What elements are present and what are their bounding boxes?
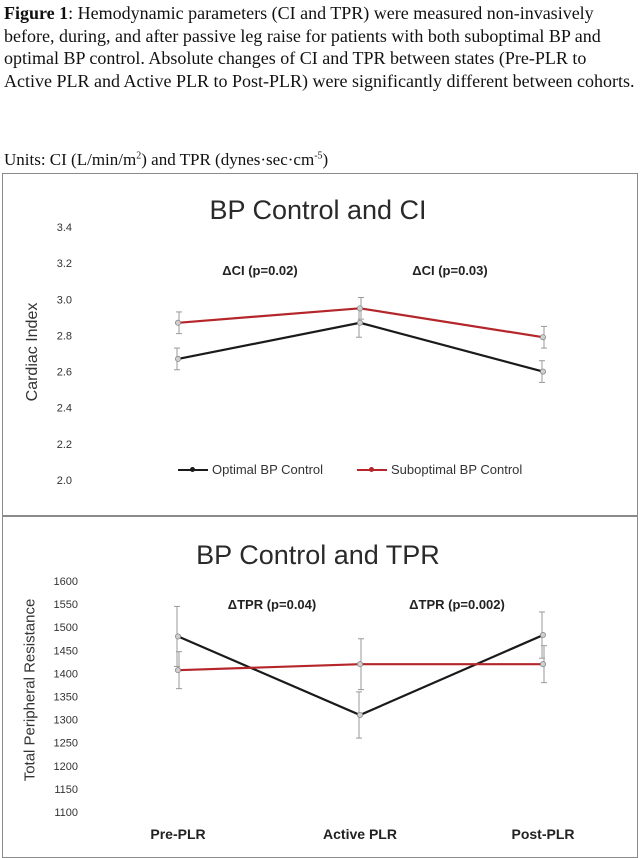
- tpr-y-tick-label: 1300: [54, 715, 78, 727]
- units-sup-ci: 2: [136, 150, 142, 162]
- ci-chart-title: BP Control and CI: [209, 195, 427, 225]
- legend-label-optimal: Optimal BP Control: [212, 462, 324, 477]
- tpr-y-tick-label: 1500: [54, 622, 78, 634]
- units-suffix: ): [322, 150, 329, 169]
- ci-significance-annotation: ΔCI (p=0.03): [412, 263, 487, 278]
- tpr-significance-annotation: ΔTPR (p=0.04): [228, 597, 316, 612]
- legend-item-suboptimal: Suboptimal BP Control: [357, 462, 522, 477]
- ci-y-tick-label: 3.2: [57, 258, 72, 270]
- units-line: Units: CI (L/min/m2) and TPR (dynes·sec·…: [4, 150, 328, 170]
- tpr-data-point-suboptimal: [356, 661, 363, 668]
- ci-series-line-optimal: [177, 321, 544, 373]
- ci-data-point-suboptimal: [174, 319, 181, 326]
- tpr-chart-title: BP Control and TPR: [196, 540, 440, 570]
- tpr-y-tick-label: 1350: [54, 692, 78, 704]
- ci-chart-panel: [2, 173, 638, 516]
- figure-label: Figure 1: [4, 3, 69, 23]
- caption-text: : Hemodynamic parameters (CI and TPR) we…: [4, 3, 635, 91]
- legend-swatch-suboptimal: [357, 466, 387, 472]
- tpr-y-tick-label: 1450: [54, 645, 78, 657]
- ci-y-tick-label: 2.0: [57, 475, 72, 487]
- ci-y-tick-label: 2.2: [57, 439, 72, 451]
- figure-caption: Figure 1: Hemodynamic parameters (CI and…: [4, 2, 636, 92]
- ci-y-tick-label: 2.8: [57, 330, 72, 342]
- ci-data-point-suboptimal: [356, 305, 363, 312]
- legend-swatch-optimal: [178, 466, 208, 472]
- ci-data-point-optimal: [356, 319, 363, 326]
- ci-significance-annotation: ΔCI (p=0.02): [222, 263, 297, 278]
- units-prefix: Units: CI (L/min/m: [4, 150, 137, 169]
- ci-y-tick-label: 3.0: [57, 294, 72, 306]
- ci-data-point-suboptimal: [540, 334, 547, 341]
- tpr-data-point-suboptimal: [540, 661, 547, 668]
- tpr-y-tick-label: 1600: [54, 576, 78, 588]
- units-sup-tpr: -5: [314, 150, 323, 162]
- tpr-x-tick-label: Active PLR: [323, 826, 397, 842]
- tpr-data-point-suboptimal: [174, 667, 181, 674]
- tpr-data-point-optimal: [540, 632, 547, 639]
- tpr-x-tick-label: Post-PLR: [512, 826, 575, 842]
- tpr-y-tick-label: 1200: [54, 761, 78, 773]
- tpr-x-tick-label: Pre-PLR: [150, 826, 205, 842]
- legend-item-optimal: Optimal BP Control: [178, 462, 323, 477]
- tpr-data-point-optimal: [174, 633, 181, 640]
- legend-label-suboptimal: Suboptimal BP Control: [391, 462, 523, 477]
- ci-y-tick-label: 2.6: [57, 367, 72, 379]
- ci-data-point-optimal: [174, 355, 181, 362]
- ci-data-point-optimal: [540, 368, 547, 375]
- tpr-y-tick-label: 1550: [54, 599, 78, 611]
- tpr-significance-annotation: ΔTPR (p=0.002): [409, 597, 505, 612]
- tpr-y-tick-label: 1250: [54, 738, 78, 750]
- tpr-y-tick-label: 1100: [54, 807, 78, 819]
- ci-y-tick-label: 2.4: [57, 403, 72, 415]
- tpr-data-point-optimal: [356, 711, 363, 718]
- units-mid: ) and TPR (dynes·sec·cm: [141, 150, 315, 169]
- tpr-y-tick-label: 1400: [54, 668, 78, 680]
- tpr-chart-panel: [2, 516, 638, 858]
- tpr-y-tick-label: 1150: [54, 784, 78, 796]
- ci-y-tick-label: 3.4: [57, 222, 72, 234]
